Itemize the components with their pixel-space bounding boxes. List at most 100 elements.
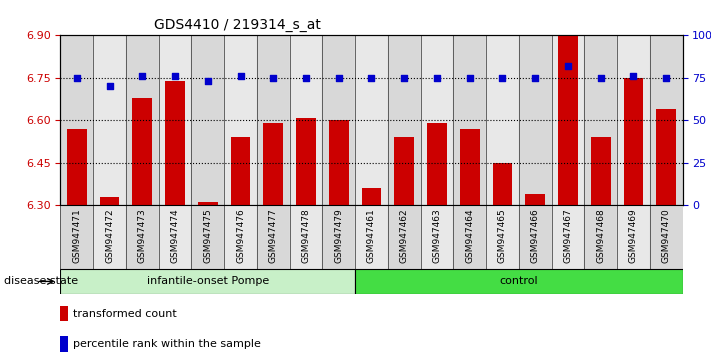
Point (300, 75, 311, 81)
Text: GSM947479: GSM947479 (334, 209, 343, 263)
Bar (132, 98, 152, 205)
Point (235, 73, 246, 79)
Bar (67, 129, 87, 205)
Point (365, 75, 377, 81)
Bar (93, 35, 126, 205)
Text: GSM947467: GSM947467 (563, 209, 572, 263)
Point (530, 75, 541, 81)
Bar (388, 205, 421, 269)
Bar (355, 35, 388, 205)
Bar (60, 336, 68, 352)
Point (595, 75, 606, 81)
Text: GSM947466: GSM947466 (530, 209, 540, 263)
Point (628, 73, 639, 79)
Bar (388, 35, 421, 205)
Bar (100, 197, 119, 205)
Bar (650, 205, 683, 269)
Bar (591, 137, 611, 205)
Bar (93, 205, 126, 269)
Text: control: control (500, 276, 538, 286)
Bar (60, 35, 93, 205)
Bar (617, 35, 650, 205)
Bar (519, 205, 552, 269)
Point (333, 75, 344, 81)
Point (71, 75, 82, 81)
Bar (486, 35, 519, 205)
Text: GSM947462: GSM947462 (400, 209, 409, 263)
Bar (454, 205, 486, 269)
Bar (159, 205, 191, 269)
Point (432, 75, 443, 81)
Bar (224, 35, 257, 205)
Text: GSM947476: GSM947476 (236, 209, 245, 263)
Bar (230, 137, 250, 205)
Bar (584, 35, 617, 205)
Bar (191, 205, 224, 269)
Bar (460, 129, 479, 205)
Bar (552, 35, 584, 205)
Text: GSM947468: GSM947468 (597, 209, 605, 263)
Text: disease state: disease state (4, 276, 77, 286)
Bar (322, 35, 355, 205)
Text: transformed count: transformed count (73, 309, 176, 319)
Text: GSM947464: GSM947464 (465, 209, 474, 263)
Text: GSM947471: GSM947471 (73, 209, 81, 263)
Bar (421, 35, 454, 205)
Bar (60, 205, 93, 269)
Point (202, 79, 213, 84)
Bar (427, 123, 447, 205)
Bar (322, 205, 355, 269)
Bar (329, 120, 348, 205)
Text: GSM947472: GSM947472 (105, 209, 114, 263)
Text: GSM947461: GSM947461 (367, 209, 376, 263)
Bar (486, 205, 519, 269)
Bar (289, 205, 322, 269)
Text: GDS4410 / 219314_s_at: GDS4410 / 219314_s_at (154, 18, 321, 32)
Text: infantile-onset Pompe: infantile-onset Pompe (146, 276, 269, 286)
Bar (289, 35, 322, 205)
Point (137, 73, 148, 79)
Bar (126, 205, 159, 269)
Point (267, 75, 279, 81)
Text: GSM947469: GSM947469 (629, 209, 638, 263)
Bar (617, 205, 650, 269)
Bar (60, 306, 68, 321)
Bar (257, 35, 289, 205)
Text: GSM947473: GSM947473 (138, 209, 146, 263)
Bar (355, 269, 683, 294)
Bar (362, 188, 381, 205)
Bar (421, 205, 454, 269)
Text: GSM947477: GSM947477 (269, 209, 278, 263)
Bar (257, 205, 289, 269)
Bar (198, 202, 218, 205)
Bar (558, 35, 578, 205)
Bar (552, 205, 584, 269)
Point (169, 73, 181, 79)
Point (497, 75, 508, 81)
Bar (264, 123, 283, 205)
Bar (525, 194, 545, 205)
Point (661, 75, 672, 81)
Text: GSM947465: GSM947465 (498, 209, 507, 263)
Point (399, 75, 410, 81)
Text: GSM947470: GSM947470 (662, 209, 670, 263)
Point (104, 84, 115, 89)
Bar (224, 205, 257, 269)
Text: GSM947474: GSM947474 (171, 209, 180, 263)
Bar (165, 81, 185, 205)
Bar (395, 137, 414, 205)
Bar (493, 163, 513, 205)
Bar (624, 78, 643, 205)
Text: GSM947475: GSM947475 (203, 209, 213, 263)
Bar (296, 118, 316, 205)
Bar (159, 35, 191, 205)
Bar (355, 205, 388, 269)
Text: GSM947463: GSM947463 (432, 209, 442, 263)
Text: percentile rank within the sample: percentile rank within the sample (73, 339, 261, 349)
Bar (60, 269, 355, 294)
Bar (519, 35, 552, 205)
Bar (454, 35, 486, 205)
Bar (126, 35, 159, 205)
Bar (584, 205, 617, 269)
Point (562, 63, 574, 69)
